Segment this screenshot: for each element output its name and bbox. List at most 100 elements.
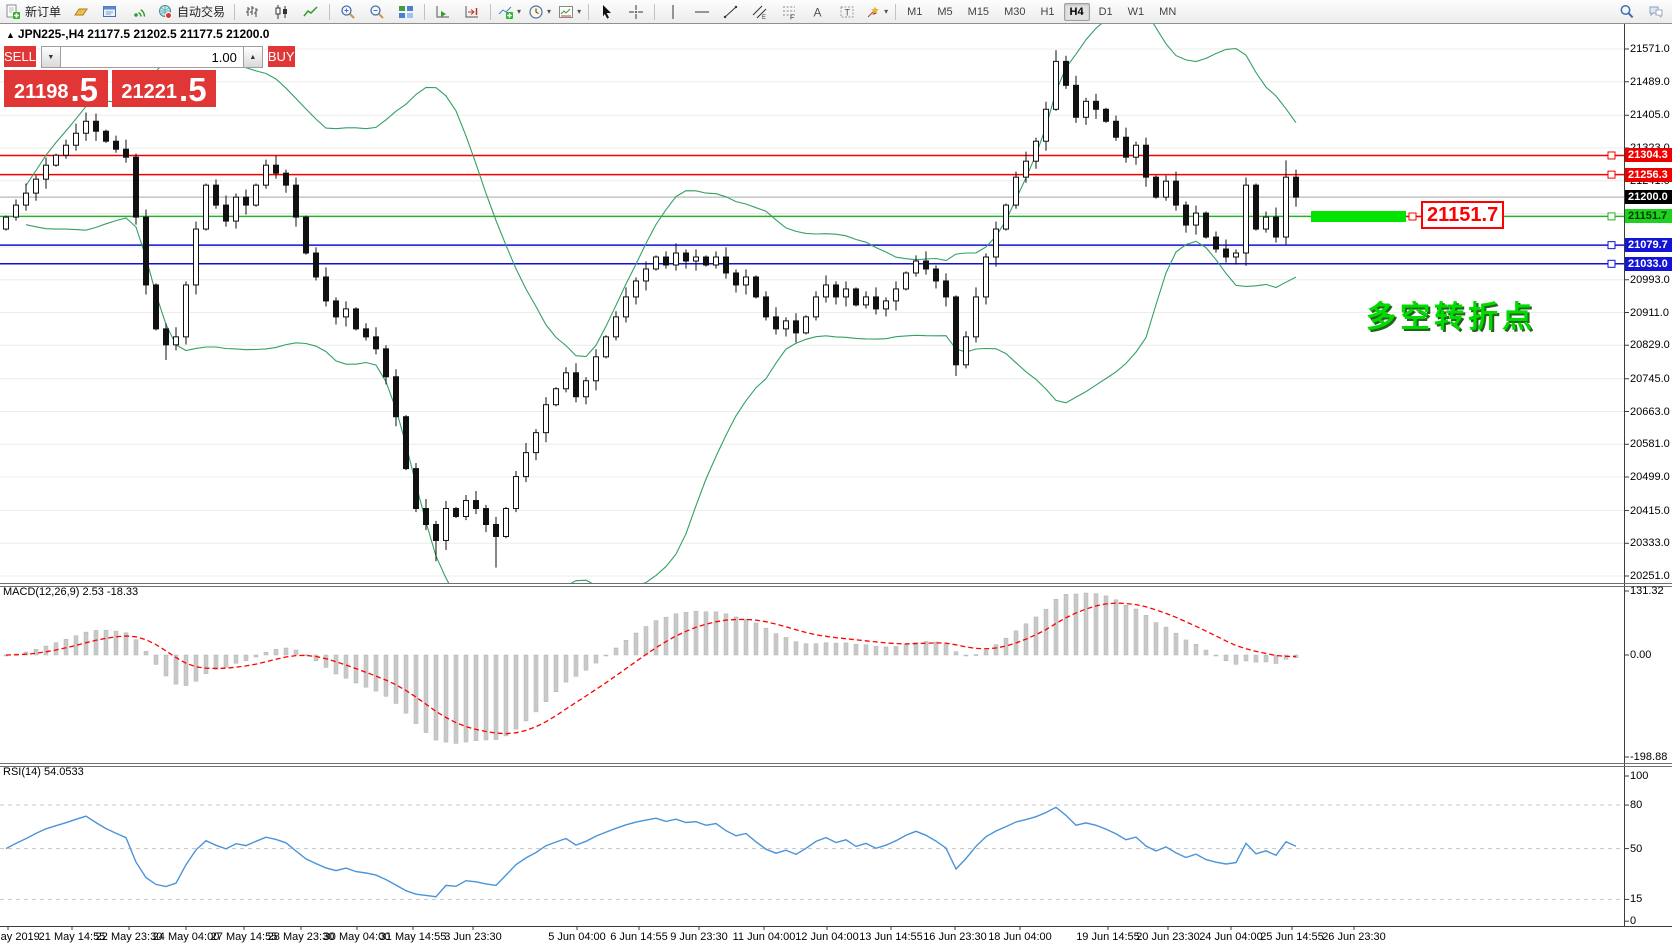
- volume-decrease-button[interactable]: ▼: [40, 46, 61, 68]
- cursor-icon: [599, 4, 615, 20]
- signals-button[interactable]: [125, 1, 153, 23]
- sell-button[interactable]: SELL: [4, 46, 36, 68]
- timeframe-m15-button[interactable]: M15: [962, 3, 995, 21]
- price-line-badge: 21079.7: [1625, 238, 1672, 253]
- timeframe-m30-button[interactable]: M30: [998, 3, 1031, 21]
- shapes-button[interactable]: ▾: [862, 1, 891, 23]
- candle: [593, 356, 599, 382]
- zoom-in-button[interactable]: [334, 1, 362, 23]
- price-line-badge: 21033.0: [1625, 256, 1672, 271]
- buy-price-frac: .5: [179, 71, 207, 108]
- market-watch-button[interactable]: [96, 1, 124, 23]
- cursor-button[interactable]: [593, 1, 621, 23]
- candle: [1043, 108, 1049, 142]
- indicators-button[interactable]: ▾: [495, 1, 524, 23]
- candlestick-chart-button[interactable]: [268, 1, 296, 23]
- new-order-button[interactable]: 新订单: [2, 1, 66, 23]
- hline-handle[interactable]: [1607, 212, 1616, 221]
- chart-title-text: JPN225-,H4 21177.5 21202.5 21177.5 21200…: [17, 27, 270, 41]
- autotrading-button[interactable]: 自动交易: [154, 1, 230, 23]
- candle: [1273, 216, 1279, 238]
- button-label: M15: [967, 5, 990, 18]
- candle: [1143, 144, 1149, 178]
- timeframe-mn-button[interactable]: MN: [1153, 3, 1182, 21]
- channel-button[interactable]: E: [746, 1, 774, 23]
- vertical-line-button[interactable]: [659, 1, 687, 23]
- fibonacci-button[interactable]: F: [775, 1, 803, 23]
- candle: [293, 184, 299, 218]
- candle: [1123, 136, 1129, 158]
- bar-chart-button[interactable]: [239, 1, 267, 23]
- timeframe-h4-button[interactable]: H4: [1063, 2, 1090, 21]
- dropdown-caret-icon[interactable]: ▾: [884, 7, 889, 16]
- volume-input[interactable]: [60, 46, 243, 68]
- timeframe-w1-button[interactable]: W1: [1122, 3, 1151, 21]
- time-axis-label: 21 May 14:55: [38, 931, 106, 943]
- search-button[interactable]: [1613, 1, 1641, 23]
- highlight-zone[interactable]: [1311, 211, 1406, 222]
- candle: [1003, 204, 1009, 230]
- candle: [653, 256, 659, 270]
- macd-layer: [3, 592, 1299, 744]
- candle: [993, 228, 999, 258]
- candle: [123, 148, 129, 158]
- hline-handle[interactable]: [1607, 170, 1616, 179]
- dropdown-caret-icon[interactable]: ▾: [517, 7, 522, 16]
- price-tick-label: 20745.0: [1630, 372, 1670, 385]
- toolbar-separator: [654, 3, 656, 20]
- candle: [1053, 60, 1059, 110]
- chat-button[interactable]: [1642, 1, 1670, 23]
- buy-price-main: 21221: [121, 81, 178, 103]
- candle: [203, 184, 209, 230]
- button-label: 新订单: [25, 5, 62, 19]
- candle: [943, 280, 949, 298]
- candle: [1243, 184, 1249, 254]
- buy-price-display[interactable]: 21221 .5: [112, 70, 216, 107]
- hline-handle[interactable]: [1607, 259, 1616, 268]
- hline-handle[interactable]: [1607, 241, 1616, 250]
- horizontal-line-button[interactable]: [688, 1, 716, 23]
- auto-scroll-button[interactable]: [429, 1, 457, 23]
- timeframe-h1-button[interactable]: H1: [1034, 3, 1060, 21]
- price-tick-label: 20911.0: [1630, 306, 1669, 319]
- zoom-out-button[interactable]: [363, 1, 391, 23]
- dropdown-caret-icon[interactable]: ▾: [547, 7, 552, 16]
- toolbar-separator: [895, 3, 897, 20]
- buy-button[interactable]: BUY: [267, 46, 295, 68]
- rsi-tick-label: 15: [1630, 893, 1643, 906]
- timeframe-d1-button[interactable]: D1: [1093, 3, 1119, 21]
- candle: [1023, 160, 1029, 178]
- tile-windows-button[interactable]: [392, 1, 420, 23]
- templates-button[interactable]: ▾: [555, 1, 584, 23]
- time-axis-label: 20 May 2019: [0, 931, 40, 943]
- sell-price-display[interactable]: 21198 .5: [4, 70, 108, 107]
- candle: [1033, 140, 1039, 162]
- grid-layer: [0, 48, 1624, 577]
- time-axis-label: 25 Jun 14:55: [1260, 931, 1324, 943]
- volume-increase-button[interactable]: ▲: [242, 46, 263, 68]
- time-axis-label: 16 Jun 23:30: [923, 931, 987, 943]
- hline-handle[interactable]: [1607, 151, 1616, 160]
- dropdown-caret-icon[interactable]: ▾: [577, 7, 582, 16]
- time-axis-label: 26 Jun 23:30: [1322, 931, 1386, 943]
- line-chart-button[interactable]: [297, 1, 325, 23]
- candle: [323, 276, 329, 302]
- gold-bar-button[interactable]: [67, 1, 95, 23]
- crosshair-button[interactable]: [622, 1, 650, 23]
- macd-signal-line: [5, 602, 1297, 735]
- rsi-tick-label: 100: [1630, 770, 1649, 782]
- timeframe-m1-button[interactable]: M1: [901, 3, 928, 21]
- candle: [193, 228, 199, 286]
- timeframe-m5-button[interactable]: M5: [931, 3, 958, 21]
- trendline-button[interactable]: [717, 1, 745, 23]
- periods-button[interactable]: ▾: [525, 1, 554, 23]
- candle: [1213, 236, 1219, 250]
- candle: [233, 196, 239, 222]
- label-button[interactable]: T: [833, 1, 861, 23]
- chart-shift-button[interactable]: [458, 1, 486, 23]
- candle: [813, 296, 819, 318]
- collapse-chart-icon[interactable]: ▲: [6, 30, 15, 40]
- text-button[interactable]: A: [804, 1, 832, 23]
- candle: [393, 376, 399, 418]
